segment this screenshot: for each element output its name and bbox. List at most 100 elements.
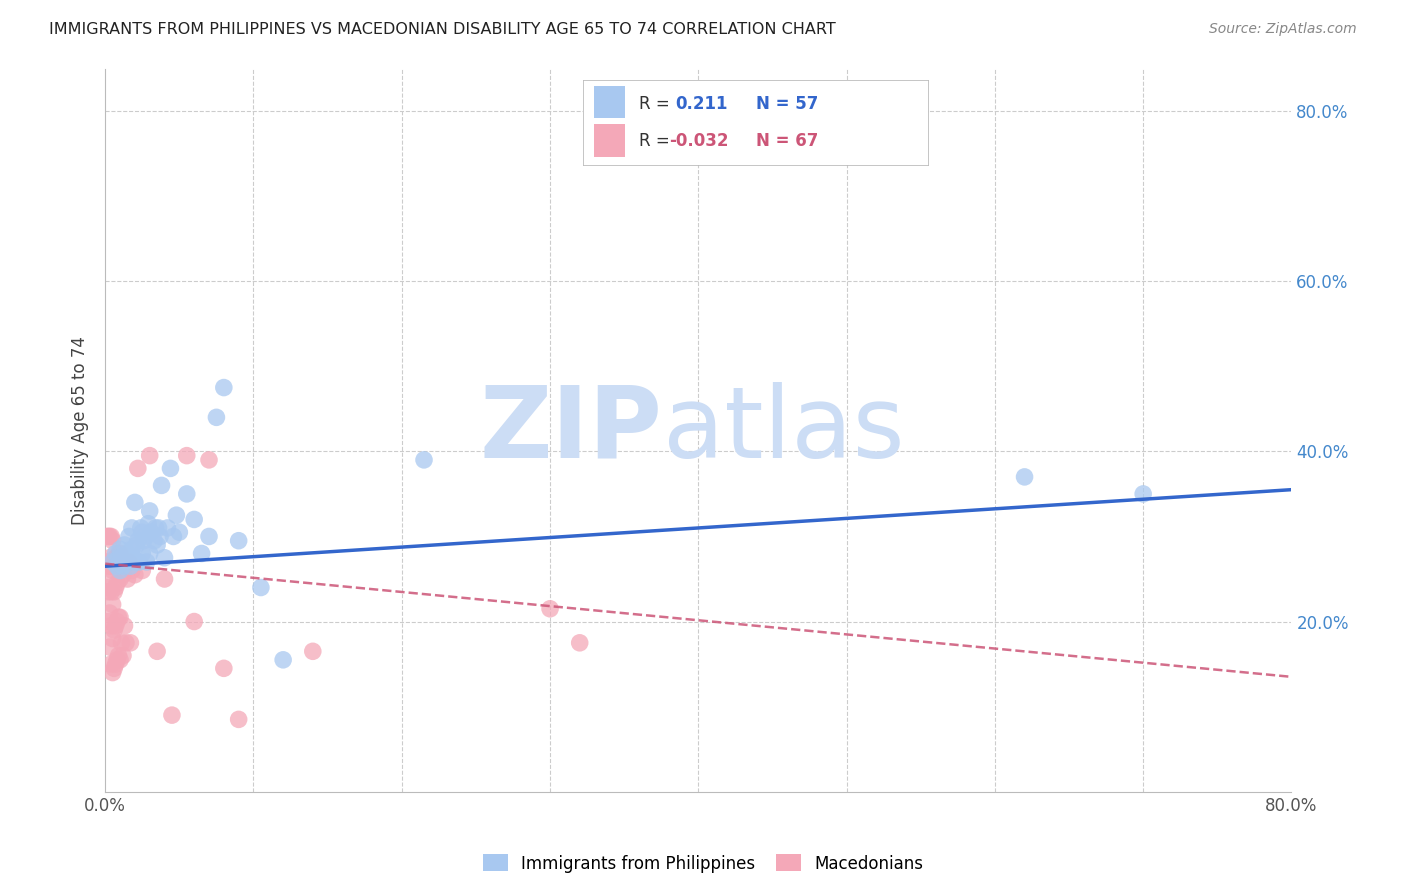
- Point: [120, 636, 142, 650]
- Text: IMMIGRANTS FROM PHILIPPINES VS MACEDONIAN DISABILITY AGE 65 TO 74 CORRELATION CH: IMMIGRANTS FROM PHILIPPINES VS MACEDONIA…: [49, 22, 837, 37]
- Point: [118, 555, 141, 569]
- Point: [138, 449, 160, 463]
- Point: [108, 555, 131, 569]
- Point: [110, 550, 132, 565]
- Point: [118, 529, 141, 543]
- Point: [128, 555, 150, 569]
- Point: [103, 661, 125, 675]
- Text: R =: R =: [638, 132, 669, 150]
- Point: [138, 504, 160, 518]
- Point: [183, 512, 205, 526]
- Text: ZIP: ZIP: [479, 382, 662, 479]
- Point: [148, 521, 170, 535]
- Point: [97, 529, 120, 543]
- Point: [110, 636, 132, 650]
- Text: Source: ZipAtlas.com: Source: ZipAtlas.com: [1209, 22, 1357, 37]
- Point: [120, 559, 142, 574]
- Point: [228, 712, 250, 726]
- Point: [105, 653, 128, 667]
- Point: [97, 584, 120, 599]
- Point: [125, 538, 148, 552]
- Point: [107, 610, 129, 624]
- Text: atlas: atlas: [662, 382, 904, 479]
- Point: [228, 533, 250, 548]
- Point: [96, 581, 118, 595]
- Point: [156, 521, 179, 535]
- Point: [101, 555, 124, 569]
- Point: [183, 615, 205, 629]
- Point: [134, 529, 156, 543]
- Point: [108, 564, 131, 578]
- Point: [141, 525, 163, 540]
- Point: [98, 640, 121, 654]
- Point: [98, 572, 121, 586]
- Point: [107, 559, 129, 574]
- Point: [105, 615, 128, 629]
- Point: [98, 550, 121, 565]
- Point: [103, 584, 125, 599]
- Point: [110, 559, 132, 574]
- Point: [117, 546, 139, 560]
- Point: [101, 632, 124, 646]
- Point: [107, 550, 129, 565]
- Point: [100, 559, 122, 574]
- Point: [121, 521, 143, 535]
- Point: [124, 567, 146, 582]
- Point: [124, 495, 146, 509]
- Point: [150, 478, 173, 492]
- Point: [108, 542, 131, 557]
- Point: [104, 657, 127, 671]
- Point: [121, 564, 143, 578]
- Point: [100, 657, 122, 671]
- Point: [145, 521, 167, 535]
- Point: [301, 644, 323, 658]
- Point: [136, 516, 159, 531]
- Point: [96, 555, 118, 569]
- Point: [132, 533, 155, 548]
- Point: [159, 461, 181, 475]
- Point: [96, 529, 118, 543]
- Point: [104, 550, 127, 565]
- Point: [108, 653, 131, 667]
- Point: [98, 529, 121, 543]
- Point: [413, 453, 436, 467]
- Point: [538, 601, 561, 615]
- Bar: [593, 87, 624, 119]
- Point: [143, 533, 166, 548]
- Text: -0.032: -0.032: [669, 132, 728, 150]
- Point: [105, 550, 128, 565]
- Bar: [593, 124, 624, 157]
- Point: [1014, 470, 1036, 484]
- Point: [114, 619, 136, 633]
- Point: [198, 529, 221, 543]
- Point: [98, 606, 121, 620]
- Point: [115, 636, 138, 650]
- Point: [205, 410, 228, 425]
- Point: [129, 521, 152, 535]
- Point: [122, 550, 145, 565]
- Y-axis label: Disability Age 65 to 74: Disability Age 65 to 74: [72, 335, 89, 524]
- Point: [568, 636, 591, 650]
- Point: [104, 581, 127, 595]
- Point: [124, 555, 146, 569]
- Point: [212, 380, 235, 394]
- Point: [162, 529, 184, 543]
- Point: [101, 665, 124, 680]
- Point: [149, 529, 172, 543]
- Point: [165, 508, 187, 523]
- Point: [111, 559, 134, 574]
- Point: [135, 555, 157, 569]
- Point: [104, 546, 127, 560]
- Text: R =: R =: [638, 95, 669, 113]
- Point: [1132, 487, 1154, 501]
- Point: [138, 546, 160, 560]
- Point: [198, 453, 221, 467]
- Point: [127, 533, 149, 548]
- Point: [127, 461, 149, 475]
- Point: [146, 644, 169, 658]
- Point: [97, 615, 120, 629]
- Point: [176, 487, 198, 501]
- Point: [153, 550, 176, 565]
- Point: [118, 555, 141, 569]
- Point: [153, 572, 176, 586]
